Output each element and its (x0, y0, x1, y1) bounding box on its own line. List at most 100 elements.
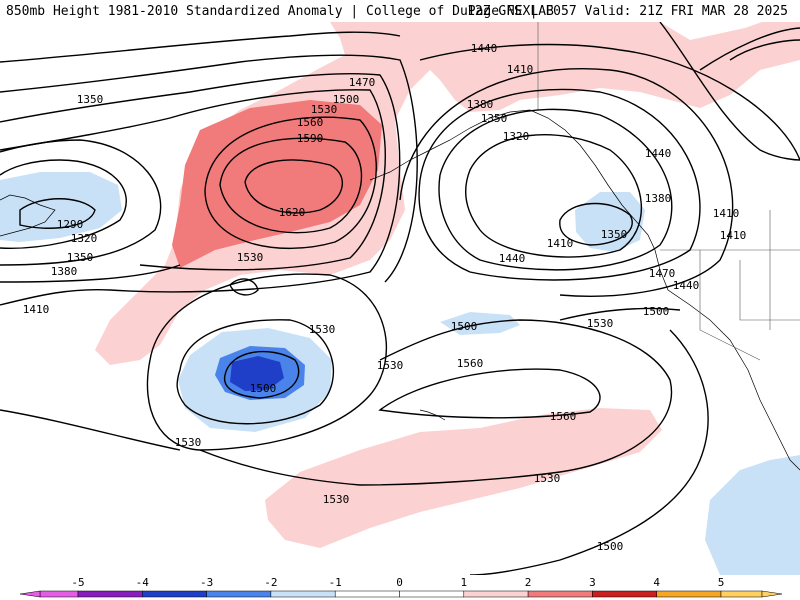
colorbar-tick-label: -5 (71, 576, 84, 589)
contour-label: 1500 (597, 540, 624, 553)
positive-anomaly-region (265, 408, 662, 548)
colorbar-segment (656, 590, 722, 598)
contour-line (699, 27, 800, 71)
contour-label: 1410 (23, 303, 50, 316)
colorbar-segment (463, 590, 529, 598)
contour-line (465, 134, 642, 258)
colorbar-segment (592, 590, 657, 598)
contour-label: 1350 (77, 93, 104, 106)
map-title: 850mb Height 1981-2010 Standardized Anom… (6, 4, 554, 19)
contour-label: 1530 (311, 103, 338, 116)
colorbar-segment (39, 590, 79, 598)
contour-label: 1380 (51, 265, 78, 278)
contour-label: 1350 (481, 112, 508, 125)
contour-line (378, 368, 601, 419)
contour-line (223, 350, 300, 399)
colorbar-tick-label: 1 (460, 576, 467, 589)
contour-label: 1500 (333, 93, 360, 106)
colorbar-min-arrow (19, 590, 41, 598)
coastlines (0, 22, 800, 471)
map-header: 850mb Height 1981-2010 Standardized Anom… (0, 0, 800, 22)
contour-line (659, 22, 800, 161)
colorbar-tick-label: 4 (653, 576, 660, 589)
contour-label: 1560 (457, 357, 484, 370)
strong-negative-anomaly-region (230, 356, 284, 391)
contour-label: 1410 (713, 207, 740, 220)
contour-line (559, 307, 681, 321)
negative-anomaly-region (705, 455, 800, 575)
contour-line (559, 202, 633, 246)
contour-label: 1320 (71, 232, 98, 245)
colorbar-tick-label: 0 (396, 576, 403, 589)
colorbar-tick-label: -1 (329, 576, 342, 589)
colorbar-segment (270, 590, 336, 598)
contour-line (0, 31, 401, 63)
contour-label: 1530 (175, 436, 202, 449)
contour-label: 1530 (534, 472, 561, 485)
contour-label: 1410 (720, 229, 747, 242)
contour-line (0, 54, 418, 283)
negative-anomaly-region (0, 172, 122, 242)
colorbar-segment (77, 590, 143, 598)
contour-label: 1380 (645, 192, 672, 205)
colorbar-segment (527, 590, 593, 598)
contour-label: 1530 (377, 359, 404, 372)
colorbar-segment (720, 590, 763, 598)
contour-line (204, 116, 377, 250)
contour-line (0, 139, 162, 266)
contour-line (0, 89, 386, 271)
contour-line (219, 137, 363, 234)
anomaly-shading (0, 22, 800, 575)
anomaly-map: 1350 1290 1320 1350 1380 1410 1470 1500 1530 1560… (0, 22, 800, 575)
contour-line (146, 273, 388, 451)
contour-label: 1350 (601, 228, 628, 241)
contour-label: 1500 (643, 305, 670, 318)
colorbar-max-arrow (761, 590, 783, 598)
negative-anomaly-region (575, 192, 645, 252)
contour-line (0, 73, 401, 306)
colorbar-tick-label: 2 (525, 576, 532, 589)
colorbar-tick-label: -2 (264, 576, 277, 589)
contour-label: 1380 (467, 98, 494, 111)
contour-label: 1410 (547, 237, 574, 250)
contour-line (438, 108, 673, 271)
contour-label: 1470 (649, 267, 676, 280)
contour-label: 1320 (503, 130, 530, 143)
contour-line (469, 329, 709, 575)
contour-line (176, 319, 335, 425)
contour-line (229, 278, 259, 296)
contour-label: 1440 (471, 42, 498, 55)
contour-label: 1530 (587, 317, 614, 330)
contour-label: 1440 (673, 279, 700, 292)
contour-label: 1410 (507, 63, 534, 76)
contour-label: 1560 (550, 410, 577, 423)
colorbar-segment (142, 590, 207, 598)
colorbar-segment (334, 590, 400, 598)
contour-label: 1440 (645, 147, 672, 160)
contour-line (399, 68, 734, 297)
contour-label: 1620 (279, 206, 306, 219)
contour-labels: 1350129013201350138014101470150015301560… (23, 42, 747, 553)
colorbar-segment (399, 590, 465, 598)
model-run-info: 12Z GFS | F057 Valid: 21Z FRI MAR 28 202… (467, 4, 788, 19)
contour-label: 1350 (67, 251, 94, 264)
colorbar-tick-label: -3 (200, 576, 213, 589)
contour-line (0, 264, 181, 283)
contour-line (199, 319, 673, 486)
contour-line (244, 159, 343, 214)
contour-label: 1590 (297, 132, 324, 145)
colorbar-tick-label: 5 (718, 576, 725, 589)
contour-label: 1500 (250, 382, 277, 395)
colorbar-tick-label: -4 (136, 576, 150, 589)
contour-label: 1290 (57, 218, 84, 231)
contour-line (418, 88, 701, 281)
contour-label: 1530 (237, 251, 264, 264)
colorbar-tick-label: 3 (589, 576, 596, 589)
contour-label: 1560 (297, 116, 324, 129)
contour-label: 1530 (323, 493, 350, 506)
colorbar-scale: -5 -4 -3 -2 -1 0 1 2 3 4 5 (19, 576, 783, 598)
colorbar-segment (206, 590, 272, 598)
contour-line (0, 409, 181, 451)
contour-line (19, 198, 96, 229)
contour-line (419, 43, 800, 161)
